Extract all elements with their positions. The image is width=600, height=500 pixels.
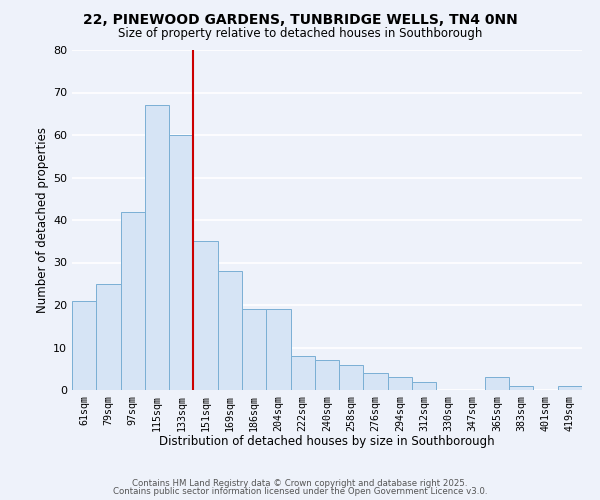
Bar — [290, 356, 315, 390]
Bar — [96, 284, 121, 390]
Bar — [485, 378, 509, 390]
Text: Contains public sector information licensed under the Open Government Licence v3: Contains public sector information licen… — [113, 487, 487, 496]
Bar — [266, 309, 290, 390]
Bar — [509, 386, 533, 390]
Bar — [388, 378, 412, 390]
Bar — [315, 360, 339, 390]
X-axis label: Distribution of detached houses by size in Southborough: Distribution of detached houses by size … — [159, 435, 495, 448]
Bar — [242, 309, 266, 390]
Bar — [218, 271, 242, 390]
Y-axis label: Number of detached properties: Number of detached properties — [36, 127, 49, 313]
Bar — [121, 212, 145, 390]
Bar — [558, 386, 582, 390]
Bar — [193, 242, 218, 390]
Text: Size of property relative to detached houses in Southborough: Size of property relative to detached ho… — [118, 28, 482, 40]
Text: 22, PINEWOOD GARDENS, TUNBRIDGE WELLS, TN4 0NN: 22, PINEWOOD GARDENS, TUNBRIDGE WELLS, T… — [83, 12, 517, 26]
Bar — [364, 373, 388, 390]
Bar — [145, 106, 169, 390]
Bar — [339, 364, 364, 390]
Bar — [169, 135, 193, 390]
Bar — [412, 382, 436, 390]
Text: Contains HM Land Registry data © Crown copyright and database right 2025.: Contains HM Land Registry data © Crown c… — [132, 478, 468, 488]
Bar — [72, 300, 96, 390]
